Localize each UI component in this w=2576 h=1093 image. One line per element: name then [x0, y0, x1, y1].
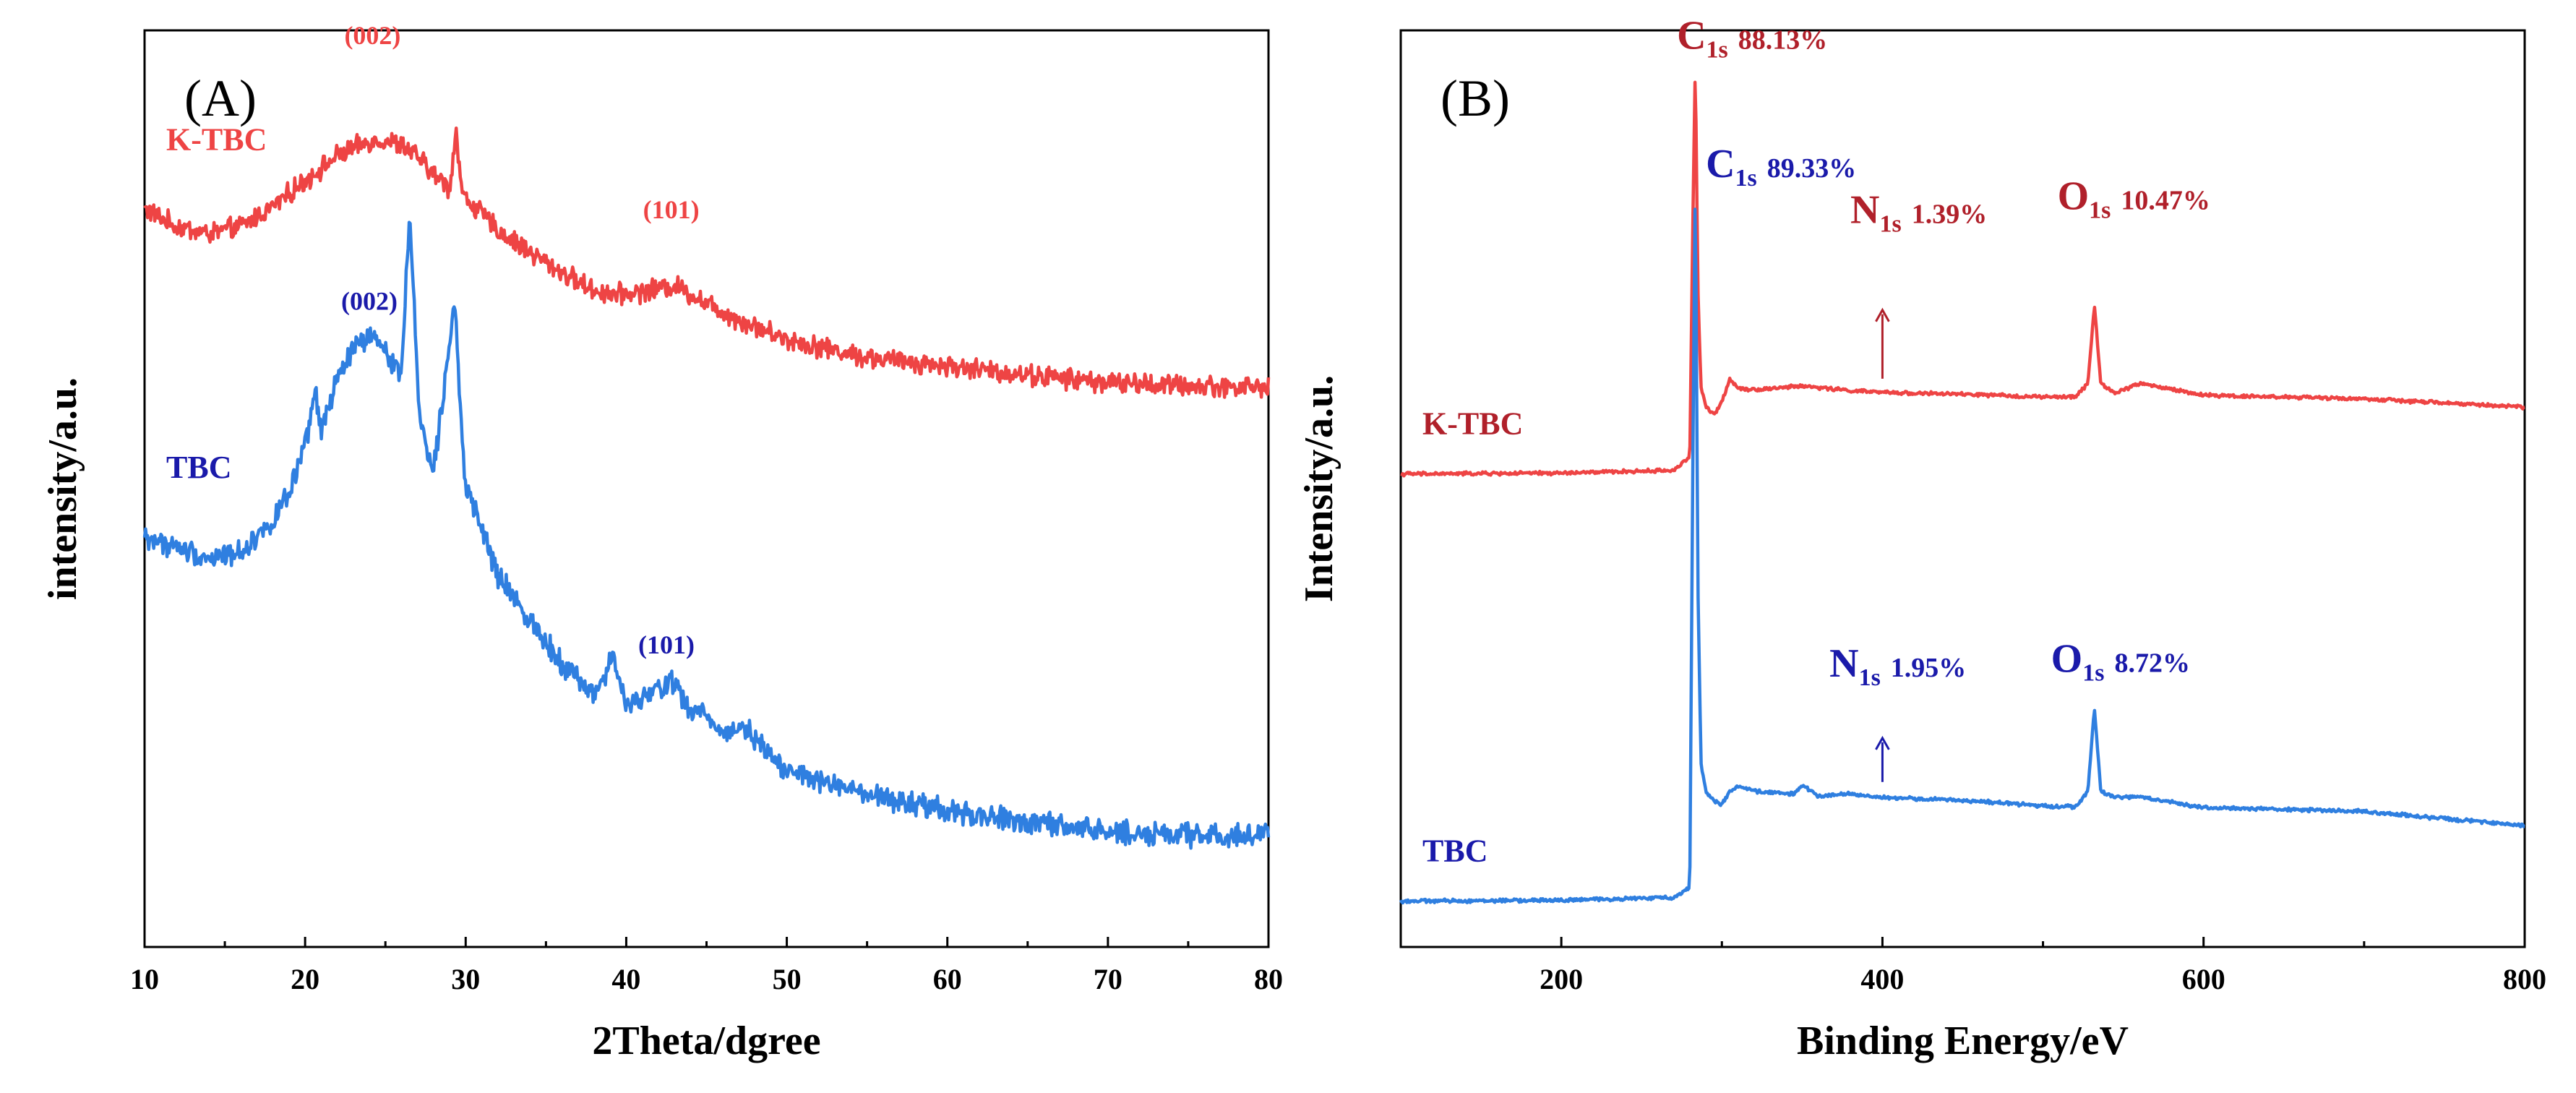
panel-b-xps-chart: 200 400 600 800 Binding Energy/eV Intensity/a… — [1297, 13, 2546, 1063]
x-tick-label: 80 — [1254, 963, 1283, 995]
peak-annotation: (002) — [344, 21, 400, 50]
peak-annotation: N1s 1.39% — [1850, 187, 1987, 237]
peak-arrow-head — [1875, 735, 1890, 750]
series-line-tbc — [142, 220, 1271, 850]
peak-annotation: O1s 10.47% — [2058, 173, 2210, 223]
peak-annotation: (002) — [341, 287, 398, 316]
peak-annotation: (101) — [638, 630, 695, 659]
series-line-tbc — [1399, 207, 2525, 905]
x-tick-label: 50 — [773, 963, 802, 995]
y-axis-label: intensity/a.u. — [40, 377, 85, 600]
series-label-tbc: TBC — [1422, 833, 1487, 869]
peak-annotation: N1s 1.95% — [1829, 641, 1966, 691]
x-tick-label: 40 — [611, 963, 640, 995]
panel-a-xrd-chart: 10 20 30 40 50 60 70 80 2Theta/dgree intensity/a.… — [40, 21, 1283, 1063]
plot-frame — [143, 29, 1270, 948]
peak-annotation: C1s 88.13% — [1677, 13, 1827, 63]
y-axis-label: Intensity/a.u. — [1297, 375, 1341, 602]
panel-label: (B) — [1441, 69, 1510, 127]
peak-annotation: O1s 8.72% — [2051, 637, 2190, 687]
x-tick-label: 10 — [130, 963, 159, 995]
peak-annotation: (101) — [643, 195, 700, 224]
plot-frame — [1399, 29, 2526, 948]
panel-label: (A) — [184, 69, 257, 127]
x-tick-label: 60 — [933, 963, 962, 995]
series-line-k-tbc — [143, 127, 1271, 399]
x-axis-label: 2Theta/dgree — [592, 1019, 820, 1063]
x-tick-label: 400 — [1860, 963, 1904, 995]
series-label-k-tbc: K-TBC — [166, 121, 267, 157]
x-tick-label: 30 — [451, 963, 480, 995]
x-tick-label: 200 — [1540, 963, 1583, 995]
x-tick-label: 800 — [2503, 963, 2546, 995]
peak-annotation: C1s 89.33% — [1706, 142, 1856, 192]
x-tick-label: 20 — [291, 963, 319, 995]
series-line-k-tbc — [1400, 80, 2525, 478]
x-axis-label: Binding Energy/eV — [1797, 1019, 2129, 1063]
x-tick-label: 70 — [1094, 963, 1122, 995]
series-label-k-tbc: K-TBC — [1422, 406, 1523, 442]
series-label-tbc: TBC — [166, 450, 231, 485]
x-tick-label: 600 — [2182, 963, 2225, 995]
peak-arrow-head — [1875, 307, 1890, 322]
